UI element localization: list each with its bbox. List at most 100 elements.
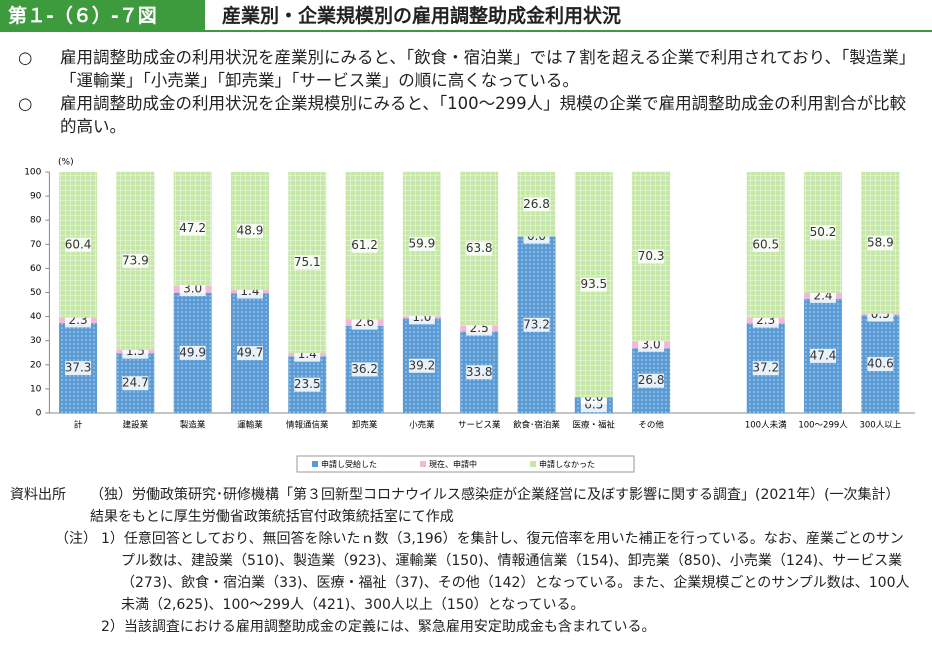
- y-tick-label: 80: [30, 216, 42, 226]
- value-label: 37.2: [752, 361, 779, 375]
- x-tick-label: 運輸業: [237, 420, 263, 431]
- value-label: 59.9: [409, 236, 436, 250]
- legend-frame: [296, 455, 635, 473]
- legend-swatch: [312, 461, 318, 467]
- legend: 申請し受給した 現在、申請中 申請しなかった: [296, 455, 635, 473]
- label-bg: [351, 362, 378, 377]
- value-label: 75.1: [294, 255, 321, 269]
- value-label: 36.2: [351, 362, 378, 376]
- label-bg: [810, 348, 837, 363]
- legend-label: 申請し受給した: [321, 459, 377, 469]
- y-tick-label: 50: [30, 288, 42, 298]
- y-tick-label: 90: [30, 192, 42, 202]
- legend-label: 申請しなかった: [539, 459, 595, 469]
- label-bg: [638, 337, 665, 352]
- label-bg: [408, 358, 435, 373]
- note: 2）当該調査における雇用調整助成金の定義には、緊急雇用安定助成金も含まれている。: [101, 619, 656, 635]
- label-bg: [65, 237, 92, 252]
- value-label: 49.9: [179, 345, 206, 359]
- value-label: 60.5: [752, 237, 779, 251]
- value-label: 49.7: [237, 346, 264, 360]
- label-bg: [179, 221, 206, 236]
- y-tick-label: 20: [30, 360, 42, 370]
- label-bg: [236, 223, 263, 238]
- value-label: 39.2: [409, 358, 436, 372]
- value-label: 24.7: [122, 376, 149, 390]
- y-tick-label: 100: [24, 168, 41, 178]
- label-bg: [638, 249, 665, 264]
- legend-label: 現在、申請中: [429, 459, 477, 469]
- label-bg: [179, 282, 206, 297]
- bullet: ○ 雇用調整助成金の利用状況を産業別にみると、「飲食・宿泊業」では７割を超える企業…: [18, 46, 913, 92]
- notes-label: （注）: [55, 531, 97, 547]
- label-bg: [408, 236, 435, 251]
- figure-title: 産業別・企業規模別の雇用調整助成金利用状況: [222, 5, 622, 27]
- x-tick-label: 飲食･宿泊業: [513, 420, 560, 431]
- label-bg: [466, 365, 493, 380]
- x-tick-label: サービス業: [458, 420, 501, 431]
- value-label: 47.4: [810, 348, 837, 362]
- summary: ○ 雇用調整助成金の利用状況を産業別にみると、「飲食・宿泊業」では７割を超える企業…: [18, 46, 913, 138]
- label-bg: [752, 361, 779, 376]
- header-rule: [205, 30, 932, 32]
- note: 1）任意回答としており、無回答を除いたｎ数（3,196）を集計し、復元倍率を用い…: [101, 531, 910, 613]
- x-tick-label: 卸売業: [352, 420, 378, 431]
- x-tick-label: 300人以上: [859, 421, 901, 431]
- value-label: 26.8: [523, 197, 550, 211]
- value-label: 58.9: [867, 235, 894, 249]
- x-tick-label: その他: [638, 420, 664, 431]
- label-bg: [523, 317, 550, 332]
- y-tick-label: 60: [30, 264, 42, 274]
- label-bg: [523, 197, 550, 212]
- x-tick-label: 製造業: [180, 420, 206, 431]
- y-unit: (%): [58, 158, 74, 168]
- value-label: 26.8: [638, 373, 665, 387]
- source-label: 資料出所: [10, 487, 66, 503]
- legend-swatch: [530, 461, 536, 467]
- y-tick-label: 0: [36, 409, 42, 419]
- label-bg: [466, 241, 493, 256]
- label-bg: [580, 277, 607, 292]
- value-label: 60.4: [65, 237, 92, 251]
- source: 資料出所 （独）労働政策研究･研修機構「第３回新型コロナウイルス感染症が企業経営に…: [10, 484, 910, 528]
- figure-label: 第１-（６）-７図: [0, 0, 205, 32]
- label-bg: [294, 255, 321, 270]
- label-bg: [65, 361, 92, 376]
- value-label: 23.5: [294, 377, 321, 391]
- value-label: 73.9: [122, 253, 149, 267]
- value-label: 40.6: [867, 357, 894, 371]
- label-bg: [810, 225, 837, 240]
- value-label: 47.2: [179, 221, 206, 235]
- label-bg: [236, 346, 263, 361]
- value-label: 61.2: [351, 238, 378, 252]
- value-label: 93.5: [580, 277, 607, 291]
- notes: （注） 1）任意回答としており、無回答を除いたｎ数（3,196）を集計し、復元倍…: [55, 528, 910, 638]
- x-tick-label: 100人未満: [745, 420, 787, 431]
- x-tick-label: 小売業: [409, 420, 435, 431]
- y-tick-label: 40: [30, 312, 42, 322]
- label-bg: [351, 238, 378, 253]
- bullet-text: 雇用調整助成金の利用状況を産業別にみると、「飲食・宿泊業」では７割を超える企業で…: [60, 48, 907, 90]
- x-tick-label: 建設業: [123, 420, 149, 431]
- value-label: 50.2: [810, 225, 837, 239]
- x-tick-label: 情報通信業: [286, 420, 329, 431]
- label-bg: [122, 376, 149, 391]
- value-label: 33.8: [466, 365, 493, 379]
- bullet-text: 雇用調整助成金の利用状況を企業規模別にみると、「100～299人」規模の企業で雇…: [60, 94, 907, 136]
- y-tick-label: 30: [30, 336, 42, 346]
- chart: (%) 0102030405060708090100計37.32.360.4建設…: [24, 158, 915, 473]
- value-label: 37.3: [65, 361, 92, 375]
- label-bg: [122, 253, 149, 268]
- x-tick-label: 医療・福祉: [573, 420, 616, 431]
- label-bg: [294, 377, 321, 392]
- bullet-mark: ○: [18, 94, 33, 113]
- value-label: 70.3: [638, 249, 665, 263]
- label-bg: [867, 357, 894, 372]
- bullet: ○ 雇用調整助成金の利用状況を企業規模別にみると、「100～299人」規模の企業で…: [18, 92, 913, 138]
- legend-swatch: [420, 461, 426, 467]
- value-label: 48.9: [237, 223, 264, 237]
- x-tick-label: 計: [74, 420, 83, 431]
- y-tick-label: 70: [30, 240, 42, 250]
- label-bg: [638, 373, 665, 388]
